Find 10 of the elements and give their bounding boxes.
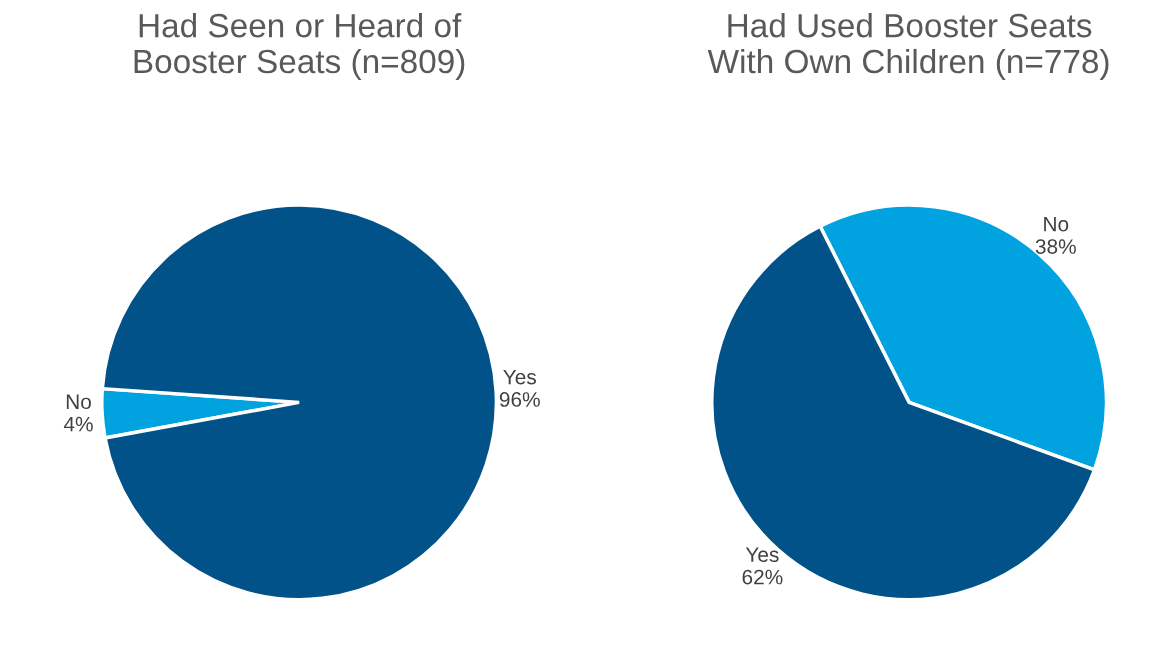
data-label: 38% [1035,239,1076,254]
chart-title: Had Seen or Heard of Booster Seats (n=809) [134,12,465,80]
chart-title: Had Used Booster Seats With Own Children (n=778) [707,12,1109,80]
slice-label: Yes [503,369,536,385]
slice-label: No [1044,216,1069,232]
data-label: 4% [63,416,93,432]
data-label: 96% [499,392,540,407]
data-label: 62% [742,569,783,585]
slice-label: No [66,394,91,410]
slice-label: Yes [745,547,779,562]
